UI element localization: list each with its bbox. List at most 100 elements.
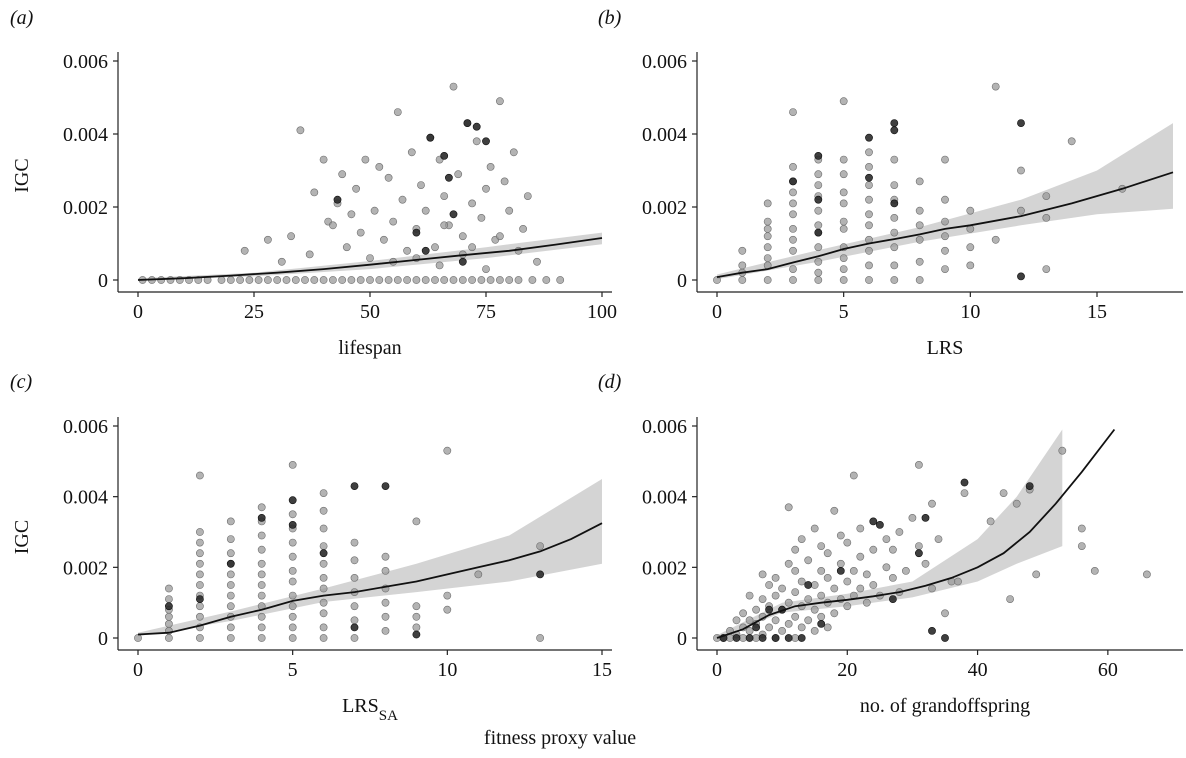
data-point — [226, 581, 235, 589]
data-point — [745, 627, 754, 635]
data-point — [347, 210, 356, 219]
data-point — [784, 503, 793, 512]
data-point — [288, 510, 297, 519]
data-point — [134, 634, 142, 642]
data-point — [789, 246, 797, 255]
y-axis-title: IGC — [11, 158, 33, 192]
x-axis-title: lifespan — [338, 337, 401, 359]
data-point — [1042, 213, 1051, 222]
data-point — [236, 276, 244, 284]
x-tick-label: 15 — [592, 659, 612, 681]
data-point — [245, 276, 254, 284]
data-point — [412, 276, 421, 284]
data-point-dense — [444, 173, 453, 182]
data-point — [350, 634, 359, 642]
data-point — [889, 545, 897, 554]
data-point — [752, 634, 760, 642]
data-point — [310, 276, 319, 284]
data-point — [361, 155, 370, 164]
data-point-dense — [381, 482, 390, 490]
y-tick-label: 0.004 — [642, 487, 687, 509]
data-point — [889, 574, 897, 582]
data-point — [288, 552, 297, 561]
data-point — [443, 446, 452, 455]
data-point — [745, 616, 754, 625]
data-point — [195, 602, 204, 611]
data-point-dense — [889, 595, 897, 603]
data-point — [745, 591, 754, 600]
data-point — [319, 623, 328, 632]
data-point — [895, 528, 904, 536]
data-point — [257, 612, 266, 621]
data-point-dense — [784, 634, 793, 642]
x-tick-label: 50 — [360, 301, 380, 323]
data-point — [890, 181, 899, 189]
data-point — [814, 257, 823, 266]
data-point — [319, 609, 328, 618]
data-point — [941, 265, 949, 273]
data-point — [966, 261, 975, 270]
data-point — [277, 257, 286, 266]
data-point — [301, 276, 309, 284]
data-point — [1143, 570, 1151, 579]
data-point — [319, 506, 328, 515]
data-point — [257, 559, 266, 568]
data-point — [482, 184, 490, 193]
data-point — [843, 602, 852, 611]
data-point — [319, 559, 328, 568]
data-point — [319, 542, 328, 550]
data-point — [991, 235, 1000, 244]
data-point — [366, 254, 374, 262]
data-point-dense — [804, 581, 813, 589]
data-point-dense — [412, 630, 421, 639]
data-point — [890, 155, 899, 164]
data-point-dense — [745, 634, 754, 642]
data-point — [288, 538, 297, 547]
data-point — [954, 577, 962, 586]
fit-line — [716, 171, 1174, 278]
data-point — [482, 265, 490, 273]
data-point — [862, 598, 871, 607]
data-point — [739, 634, 747, 642]
data-point — [431, 243, 439, 252]
data-point — [495, 276, 504, 284]
data-point — [789, 188, 797, 197]
data-point — [865, 246, 873, 255]
data-point — [941, 609, 949, 618]
data-point — [350, 538, 359, 547]
data-point — [226, 549, 235, 558]
data-point — [381, 552, 390, 561]
panel-c: (c) 0 0.002 0.004 0.006 0 5 10 15 LRSSA IGC — [10, 371, 612, 724]
data-point — [882, 563, 891, 572]
data-point — [288, 577, 297, 586]
data-point — [403, 276, 411, 284]
data-point — [523, 192, 532, 200]
data-point-dense — [789, 177, 797, 186]
data-point-dense — [765, 605, 773, 614]
data-point — [934, 535, 943, 543]
data-point — [890, 276, 899, 284]
data-point — [817, 567, 826, 575]
data-point-dense — [458, 257, 467, 266]
data-point — [421, 206, 430, 215]
data-point-dense — [797, 634, 806, 642]
data-point — [791, 567, 800, 575]
y-tick-label: 0 — [677, 628, 687, 650]
data-point-dense — [865, 133, 873, 142]
data-point — [528, 276, 537, 284]
data-point — [862, 570, 871, 579]
data-point — [288, 634, 297, 642]
data-point — [865, 276, 873, 284]
data-point — [941, 195, 949, 204]
y-tick-label: 0.002 — [63, 197, 108, 219]
data-point — [804, 595, 813, 603]
data-point — [217, 276, 226, 284]
data-point — [830, 584, 839, 593]
data-point-dense — [421, 246, 430, 255]
data-point — [865, 162, 873, 171]
data-point — [263, 235, 272, 244]
data-point — [240, 246, 249, 255]
data-point — [849, 471, 858, 480]
data-point — [738, 246, 747, 255]
data-point — [393, 108, 402, 116]
